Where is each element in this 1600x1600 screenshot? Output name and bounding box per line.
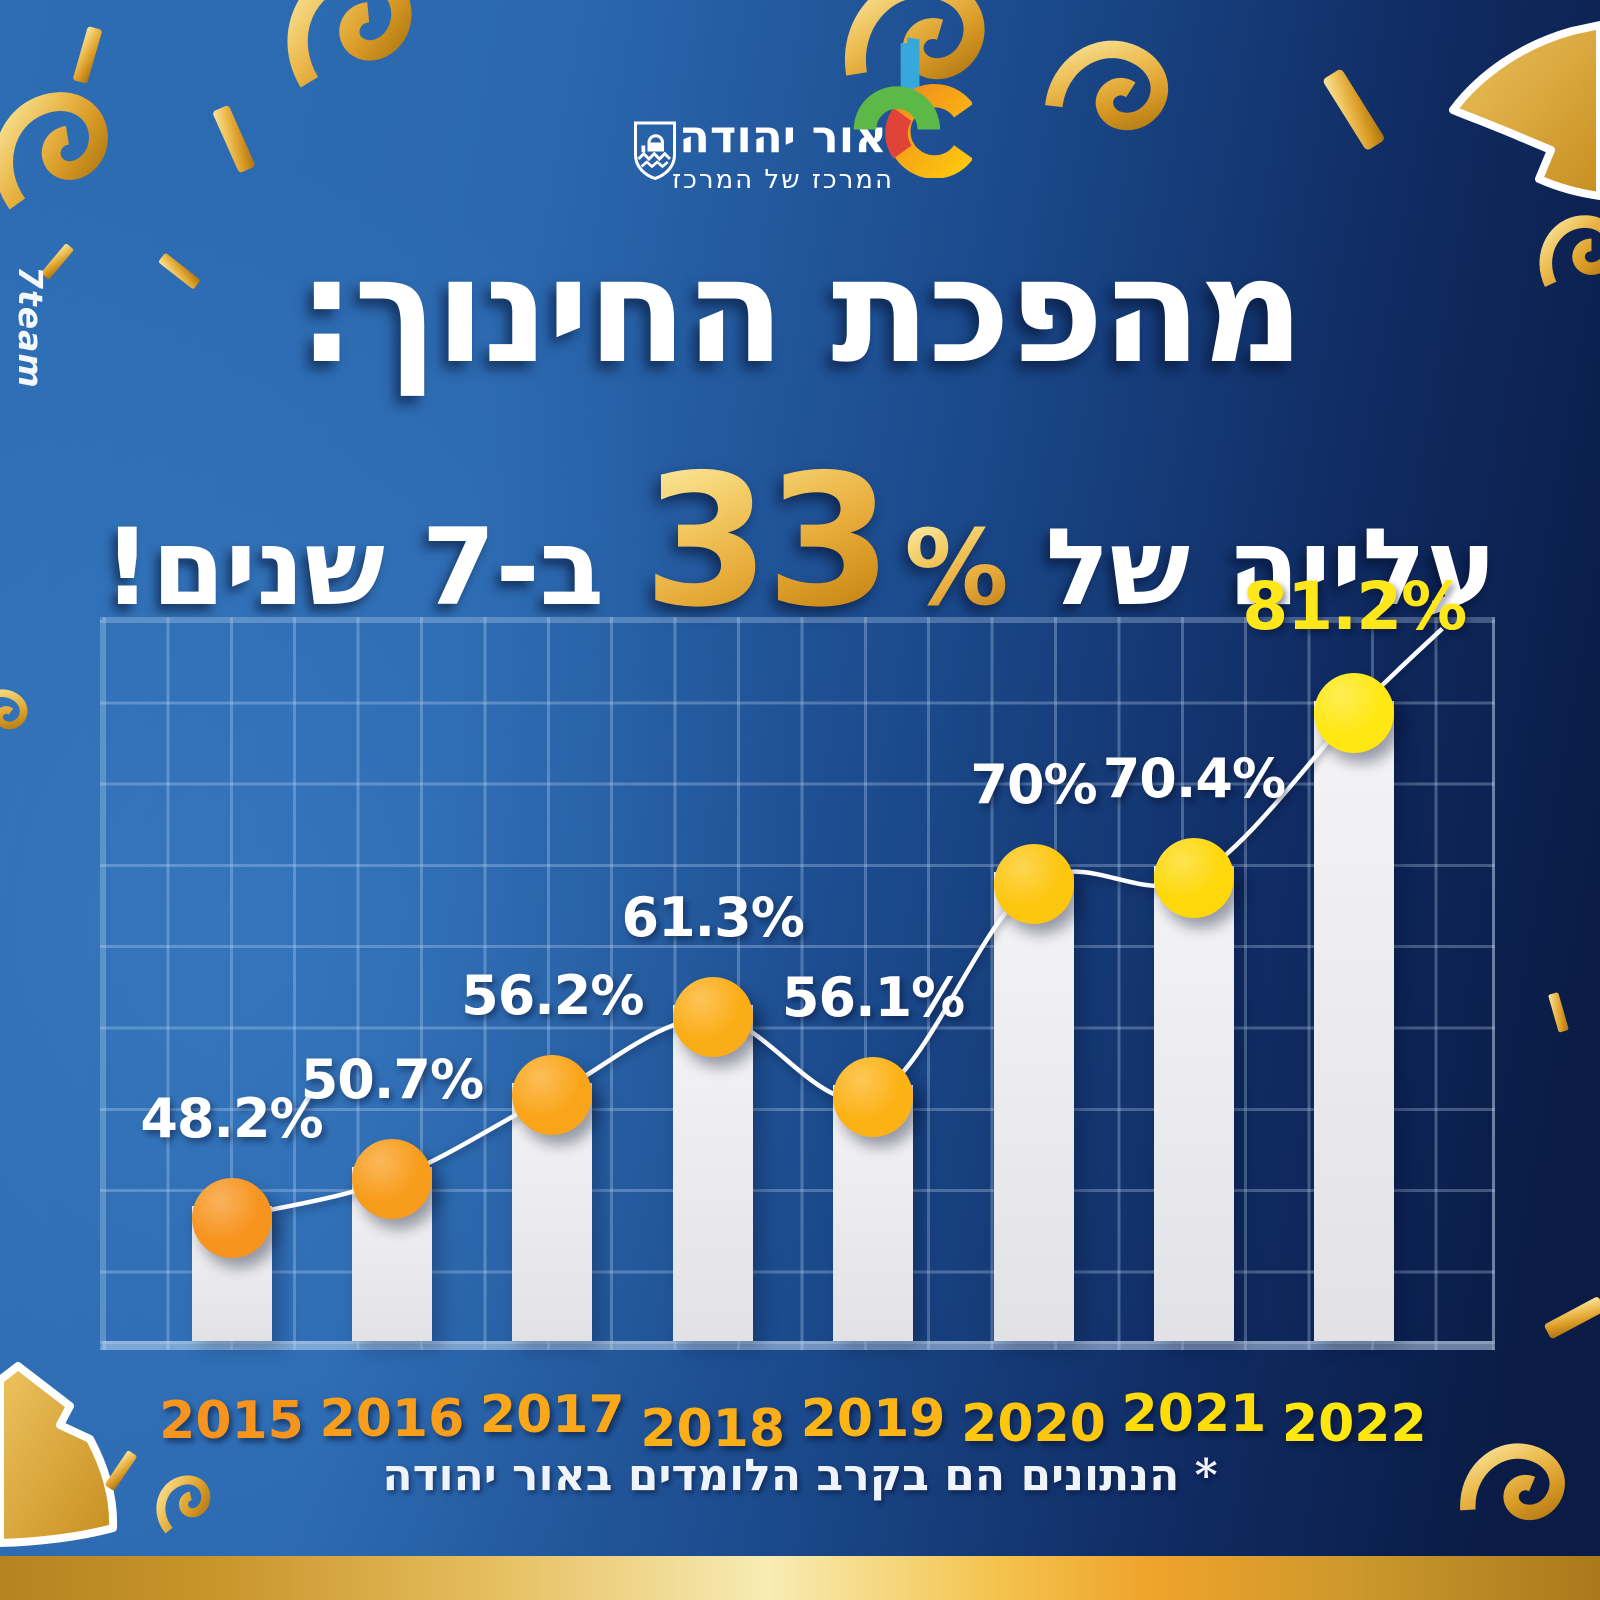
year-label-2018: 2018 [640, 1399, 786, 1459]
data-point-2017 [512, 1055, 593, 1136]
data-point-2018 [672, 977, 753, 1058]
chart: 48.2% 2015 50.7% 2016 56.2% 2017 61.3% 2018 56.1… [100, 568, 1495, 1459]
main-title: מהפכת החינוך: [297, 227, 1305, 396]
value-label-2016: 50.7% [300, 1048, 484, 1112]
logo-text-block: אור יהודה המרכז של המרכז [672, 114, 894, 195]
data-point-2016 [351, 1139, 432, 1220]
bar-2020 [993, 872, 1074, 1341]
city-name: אור יהודה [679, 110, 887, 163]
subtitle-gold-number: 33 [643, 435, 892, 647]
value-label-2022: 81.2% [1242, 567, 1467, 645]
value-label-2017: 56.2% [461, 964, 644, 1028]
or-yehuda-colorful-logomark [853, 37, 972, 178]
data-point-2019 [833, 1056, 914, 1137]
bottom-gold-strip [0, 1556, 1600, 1600]
subtitle-prefix: עלייה של [1045, 506, 1497, 629]
value-label-2018: 61.3% [621, 886, 805, 950]
year-label-2020: 2020 [961, 1394, 1106, 1454]
data-point-2015 [191, 1177, 272, 1258]
city-tagline: המרכז של המרכז [672, 165, 894, 195]
year-label-2015: 2015 [159, 1391, 304, 1451]
data-point-2021 [1153, 837, 1234, 918]
year-label-2017: 2017 [479, 1385, 625, 1445]
footnote: * הנתונים הם בקרב הלומדים באור יהודה [382, 1450, 1218, 1501]
city-crest-icon [634, 121, 676, 180]
bar-2021 [1153, 865, 1234, 1341]
subtitle-gold-percent: % [904, 507, 1009, 629]
data-point-2020 [993, 844, 1074, 924]
bar-2018 [672, 1005, 753, 1341]
data-point-2022 [1314, 672, 1395, 753]
subtitle: עלייה של 33% ב-7 שנים! [0, 400, 1600, 682]
year-label-2022: 2022 [1281, 1394, 1427, 1454]
subtitle-suffix: ב-7 שנים! [103, 506, 605, 629]
bar-2022 [1314, 700, 1395, 1341]
year-label-2021: 2021 [1121, 1384, 1267, 1444]
year-label-2016: 2016 [319, 1389, 465, 1449]
value-label-2020: 70% [970, 753, 1097, 816]
year-label-2019: 2019 [800, 1389, 946, 1449]
value-label-2019: 56.1% [781, 965, 965, 1029]
value-label-2015: 48.2% [140, 1086, 323, 1150]
value-label-2021: 70.4% [1102, 746, 1286, 810]
